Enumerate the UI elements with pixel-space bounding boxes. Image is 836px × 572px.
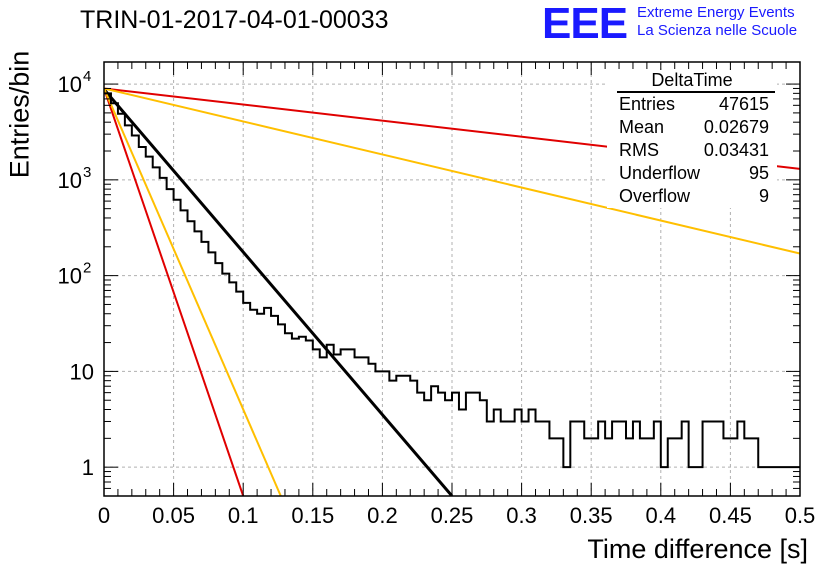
stats-header: DeltaTime <box>651 70 733 90</box>
x-tick-label: 0.35 <box>570 503 613 528</box>
stats-value: 0.02679 <box>703 117 769 137</box>
stats-row-underflow: Underflow 95 <box>619 162 769 184</box>
stats-row-rms: RMS 0.03431 <box>619 139 769 161</box>
logo-line-1: Extreme Energy Events <box>637 4 795 21</box>
y-tick-label: 10 <box>58 264 82 289</box>
y-tick-label-exponent: 3 <box>83 164 91 181</box>
stats-value: 47615 <box>718 94 769 114</box>
stats-row-mean: Mean 0.02679 <box>619 116 769 138</box>
chart-grid <box>104 62 800 496</box>
x-tick-label: 0.15 <box>291 503 334 528</box>
y-tick-label-exponent: 4 <box>83 68 91 85</box>
series-line <box>104 88 282 496</box>
logo-line-2: La Scienza nelle Scuole <box>637 22 798 39</box>
stats-divider <box>617 91 775 93</box>
series-line <box>104 88 454 496</box>
series-line <box>104 88 245 496</box>
stats-label: Mean <box>619 117 665 137</box>
stats-label: Entries <box>619 94 676 114</box>
stats-row-entries: Entries 47615 <box>619 93 769 115</box>
y-tick-label: 10 <box>58 72 82 97</box>
stats-value: 95 <box>748 163 769 183</box>
x-tick-label: 0.5 <box>785 503 816 528</box>
y-tick-label-exponent: 2 <box>83 260 91 277</box>
y-tick-label: 10 <box>70 359 94 384</box>
series-line <box>104 87 800 255</box>
x-tick-label: 0.2 <box>367 503 398 528</box>
chart-title: TRIN-01-2017-04-01-00033 <box>80 6 389 34</box>
x-tick-label: 0.05 <box>152 503 195 528</box>
stats-label: Overflow <box>619 186 691 206</box>
stats-value: 0.03431 <box>703 140 769 160</box>
stats-label: RMS <box>619 140 659 160</box>
eee-logo: EEE <box>542 0 628 48</box>
stats-box: DeltaTime Entries 47615 Mean 0.02679 RMS… <box>607 70 777 208</box>
stats-row-overflow: Overflow 9 <box>619 185 769 207</box>
chart-ticks <box>103 62 801 497</box>
x-tick-label: 0.4 <box>646 503 677 528</box>
x-axis-title: Time difference [s] <box>587 534 808 564</box>
stats-value: 9 <box>758 186 769 206</box>
chart-histogram <box>104 92 800 469</box>
x-tick-label: 0.1 <box>228 503 259 528</box>
x-tick-label: 0.45 <box>709 503 752 528</box>
x-tick-label: 0 <box>98 503 110 528</box>
histogram-step <box>104 92 800 469</box>
stats-label: Underflow <box>619 163 701 183</box>
y-axis-title: Entries/bin <box>4 50 35 179</box>
chart-tick-labels: 0 0.05 0.1 0.15 0.2 0.25 0.3 0.35 0.4 0.45 0.5 1 10 1… <box>58 68 816 528</box>
x-tick-label: 0.3 <box>506 503 537 528</box>
y-tick-label: 1 <box>82 455 94 480</box>
y-tick-label: 10 <box>58 168 82 193</box>
x-tick-label: 0.25 <box>431 503 474 528</box>
